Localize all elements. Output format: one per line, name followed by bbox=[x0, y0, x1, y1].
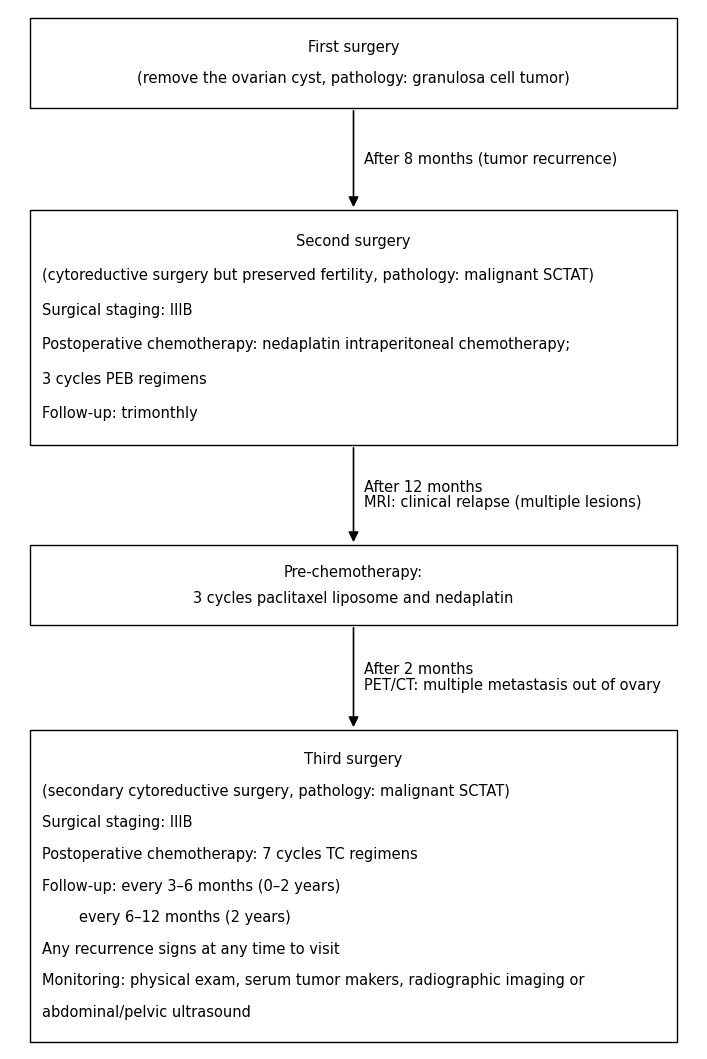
Text: After 8 months (tumor recurrence): After 8 months (tumor recurrence) bbox=[363, 151, 617, 166]
Text: PET/CT: multiple metastasis out of ovary: PET/CT: multiple metastasis out of ovary bbox=[363, 678, 660, 693]
Text: After 12 months: After 12 months bbox=[363, 480, 482, 495]
Text: 3 cycles PEB regimens: 3 cycles PEB regimens bbox=[42, 372, 206, 387]
Text: (cytoreductive surgery but preserved fertility, pathology: malignant SCTAT): (cytoreductive surgery but preserved fer… bbox=[42, 268, 594, 283]
Text: Follow-up: trimonthly: Follow-up: trimonthly bbox=[42, 407, 198, 421]
Text: (remove the ovarian cyst, pathology: granulosa cell tumor): (remove the ovarian cyst, pathology: gra… bbox=[137, 71, 570, 86]
Text: Any recurrence signs at any time to visit: Any recurrence signs at any time to visi… bbox=[42, 941, 339, 956]
Text: Pre-chemotherapy:: Pre-chemotherapy: bbox=[284, 564, 423, 579]
Text: MRI: clinical relapse (multiple lesions): MRI: clinical relapse (multiple lesions) bbox=[363, 496, 641, 510]
Text: After 2 months: After 2 months bbox=[363, 662, 473, 677]
Bar bbox=[30, 210, 677, 445]
Text: (secondary cytoreductive surgery, pathology: malignant SCTAT): (secondary cytoreductive surgery, pathol… bbox=[42, 784, 510, 798]
Text: Postoperative chemotherapy: nedaplatin intraperitoneal chemotherapy;: Postoperative chemotherapy: nedaplatin i… bbox=[42, 337, 571, 353]
Text: Monitoring: physical exam, serum tumor makers, radiographic imaging or: Monitoring: physical exam, serum tumor m… bbox=[42, 973, 585, 988]
Text: abdominal/pelvic ultrasound: abdominal/pelvic ultrasound bbox=[42, 1005, 251, 1020]
Text: Third surgery: Third surgery bbox=[305, 752, 402, 768]
Text: every 6–12 months (2 years): every 6–12 months (2 years) bbox=[42, 910, 291, 926]
Text: Second surgery: Second surgery bbox=[296, 234, 411, 249]
Bar bbox=[30, 545, 677, 625]
Text: Surgical staging: IIIB: Surgical staging: IIIB bbox=[42, 303, 192, 318]
Text: Follow-up: every 3–6 months (0–2 years): Follow-up: every 3–6 months (0–2 years) bbox=[42, 879, 340, 894]
Text: Surgical staging: IIIB: Surgical staging: IIIB bbox=[42, 815, 192, 830]
Text: Postoperative chemotherapy: 7 cycles TC regimens: Postoperative chemotherapy: 7 cycles TC … bbox=[42, 847, 418, 862]
Text: 3 cycles paclitaxel liposome and nedaplatin: 3 cycles paclitaxel liposome and nedapla… bbox=[193, 591, 514, 606]
Text: First surgery: First surgery bbox=[308, 40, 399, 55]
Bar bbox=[30, 730, 677, 1042]
Bar bbox=[30, 18, 677, 108]
